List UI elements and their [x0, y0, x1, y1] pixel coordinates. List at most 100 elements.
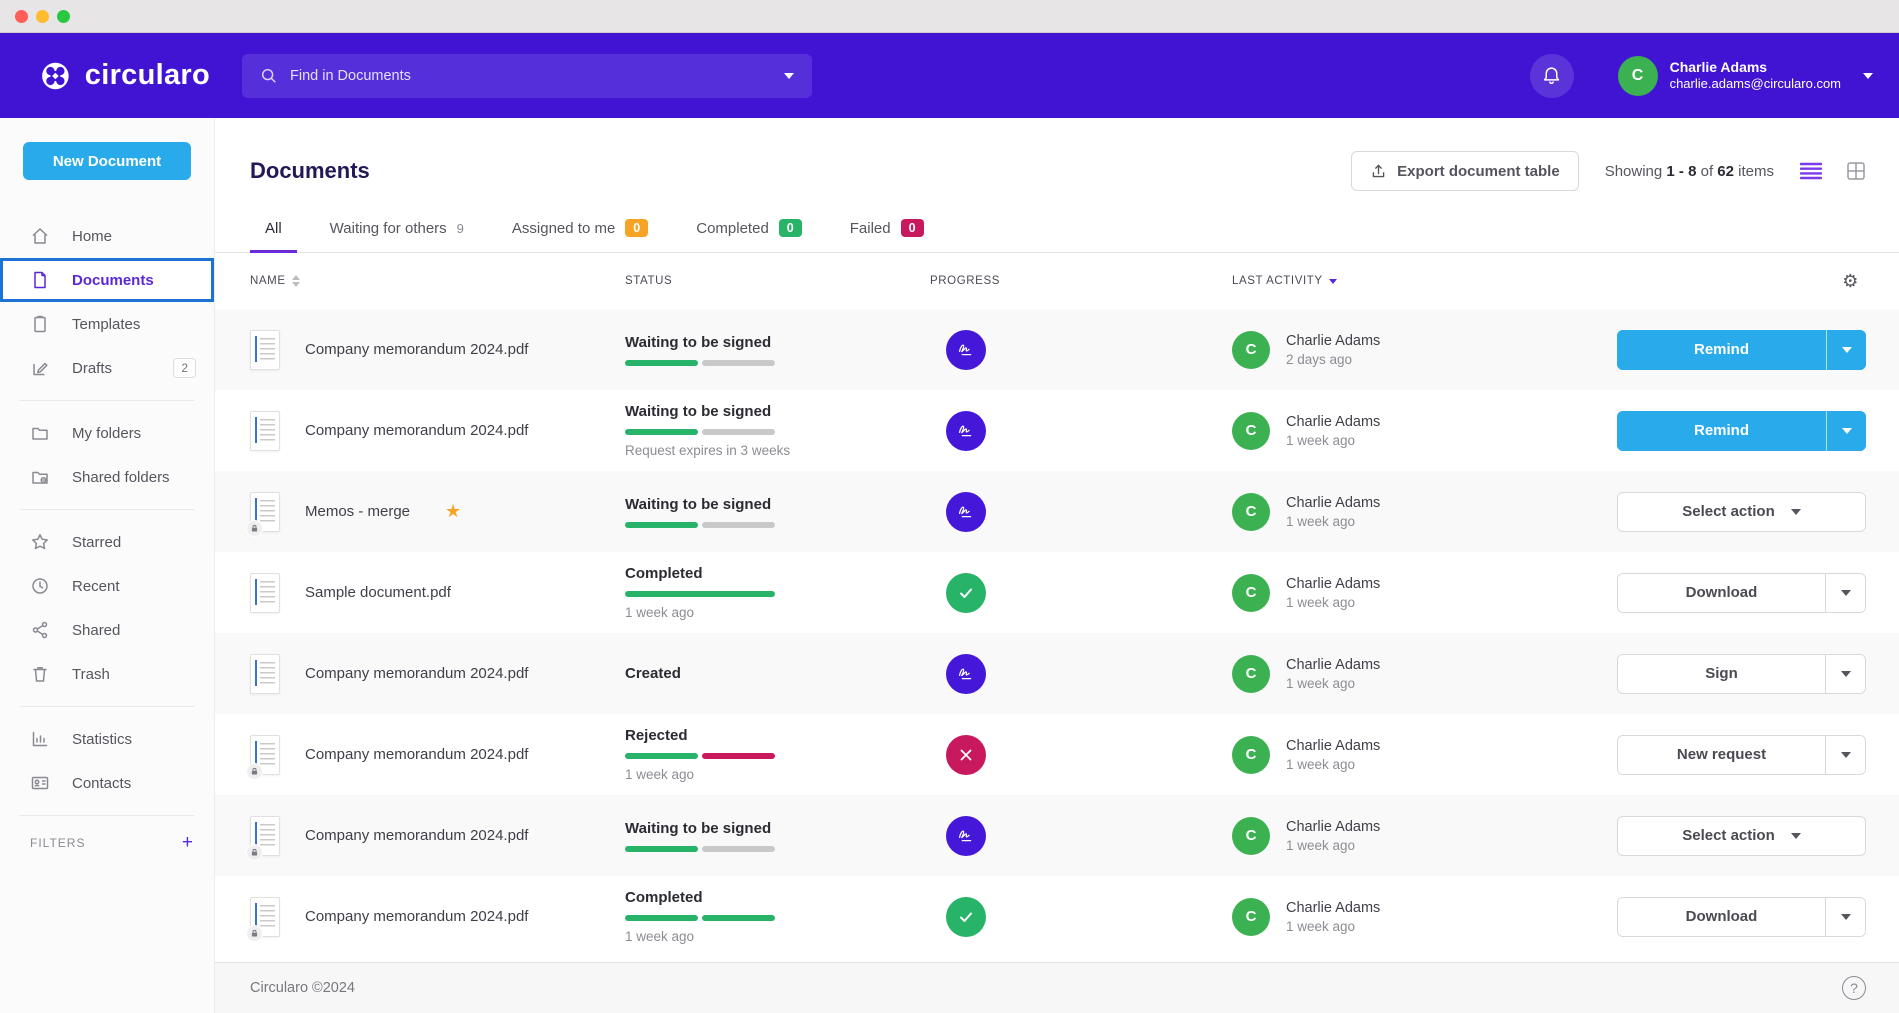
row-action-button[interactable]: Download [1618, 573, 1825, 612]
tab-failed[interactable]: Failed 0 [835, 219, 939, 252]
sidebar-item-shared-folders[interactable]: Shared folders [0, 455, 214, 499]
column-header-progress[interactable]: PROGRESS [930, 275, 1000, 287]
sidebar-item-templates[interactable]: Templates [0, 302, 214, 346]
search-bar [242, 53, 812, 98]
table-row[interactable]: Company memorandum 2024.pdf Completed 1 we… [215, 876, 1899, 957]
window-minimize-button[interactable] [36, 9, 49, 23]
sidebar-item-documents[interactable]: Documents [0, 258, 214, 302]
row-action-dropdown-button[interactable] [1826, 410, 1866, 451]
notifications-button[interactable] [1529, 53, 1574, 98]
document-name[interactable]: Company memorandum 2024.pdf [305, 746, 529, 763]
copyright-text: Circularo ©2024 [250, 980, 355, 996]
document-name[interactable]: Sample document.pdf [305, 584, 451, 601]
document-name[interactable]: Company memorandum 2024.pdf [305, 827, 529, 844]
clock-icon [32, 578, 48, 594]
tab-count-badge: 0 [900, 219, 924, 237]
column-header-name[interactable]: NAME [250, 275, 625, 287]
column-header-last-activity[interactable]: LAST ACTIVITY [1232, 275, 1617, 287]
activity-avatar: C [1232, 654, 1270, 693]
row-action-dropdown-button[interactable] [1825, 735, 1865, 774]
sidebar-divider [20, 815, 194, 816]
user-menu-caret-icon [1863, 72, 1873, 79]
document-name[interactable]: Company memorandum 2024.pdf [305, 908, 529, 925]
caret-down-icon [1790, 508, 1801, 515]
user-menu[interactable]: C Charlie Adams charlie.adams@circularo.… [1617, 55, 1873, 96]
window-zoom-button[interactable] [57, 9, 70, 23]
sidebar-item-shared[interactable]: Shared [0, 608, 214, 652]
row-action-dropdown-button[interactable] [1825, 654, 1865, 693]
home-icon [32, 228, 48, 244]
sidebar-item-recent[interactable]: Recent [0, 564, 214, 608]
app-header: circularo C Charlie Adams charlie.adams@… [0, 33, 1899, 118]
trash-icon [33, 667, 47, 682]
row-action-button[interactable]: Remind [1617, 329, 1826, 370]
brand-logo[interactable]: circularo [38, 55, 210, 97]
column-header-status[interactable]: STATUS [625, 275, 673, 287]
table-row[interactable]: Sample document.pdf Completed 1 week ago C C… [215, 552, 1899, 633]
row-action-button[interactable]: Remind [1617, 410, 1826, 451]
sidebar-item-label: Shared [72, 621, 121, 639]
tab-assigned-to-me[interactable]: Assigned to me 0 [497, 219, 663, 252]
sidebar-item-my-folders[interactable]: My folders [0, 411, 214, 455]
status-text: Waiting to be signed [625, 333, 772, 351]
document-table: Company memorandum 2024.pdf Waiting to be… [215, 309, 1899, 957]
caret-down-icon [1840, 589, 1851, 596]
sidebar-item-trash[interactable]: Trash [0, 652, 214, 696]
row-action-dropdown-button[interactable] [1826, 329, 1866, 370]
activity-time: 1 week ago [1286, 675, 1356, 691]
activity-avatar: C [1232, 330, 1270, 369]
contact-card-icon [31, 776, 49, 790]
sidebar-item-home[interactable]: Home [0, 214, 214, 258]
row-action: Remind [1617, 410, 1866, 451]
row-action: Select action [1617, 815, 1866, 856]
document-name[interactable]: Company memorandum 2024.pdf [305, 665, 529, 682]
sidebar-item-drafts[interactable]: Drafts 2 [0, 346, 214, 390]
row-action: Remind [1617, 329, 1866, 370]
row-action-button[interactable]: Sign [1618, 654, 1825, 693]
search-input[interactable] [290, 67, 784, 84]
sidebar-item-starred[interactable]: Starred [0, 520, 214, 564]
table-row[interactable]: Company memorandum 2024.pdf Rejected 1 wee… [215, 714, 1899, 795]
add-filter-button[interactable]: + [181, 832, 194, 853]
sidebar-item-contacts[interactable]: Contacts [0, 761, 214, 805]
table-row[interactable]: Company memorandum 2024.pdf Waiting to be… [215, 309, 1899, 390]
status-text: Rejected [625, 727, 688, 744]
document-name[interactable]: Memos - merge [305, 503, 411, 520]
row-action-button[interactable]: Download [1618, 897, 1825, 936]
row-action-button[interactable]: Select action [1618, 492, 1865, 531]
table-settings-gear-icon[interactable]: ⚙ [1842, 270, 1859, 292]
tab-count-badge: 0 [778, 219, 802, 237]
help-icon[interactable]: ? [1842, 976, 1866, 1000]
starred-icon[interactable]: ★ [445, 501, 462, 521]
grid-view-button[interactable] [1846, 161, 1866, 181]
activity-user-name: Charlie Adams [1286, 656, 1381, 673]
row-action-button[interactable]: Select action [1618, 816, 1865, 855]
document-name[interactable]: Company memorandum 2024.pdf [305, 341, 529, 358]
export-icon [1372, 164, 1385, 177]
sidebar-item-statistics[interactable]: Statistics [0, 717, 214, 761]
progress-bar [625, 915, 775, 921]
status-text: Waiting to be signed [625, 495, 772, 513]
row-action: Download [1617, 896, 1866, 937]
search-scope-caret-icon[interactable] [784, 72, 794, 79]
export-document-table-button[interactable]: Export document table [1351, 151, 1579, 191]
new-document-button[interactable]: New Document [23, 142, 191, 180]
tab-all[interactable]: All [250, 219, 297, 253]
table-row[interactable]: Company memorandum 2024.pdf Created C Charl… [215, 633, 1899, 714]
tab-waiting-for-others[interactable]: Waiting for others 9 [329, 219, 464, 237]
row-action-button[interactable]: New request [1618, 735, 1825, 774]
document-thumbnail [250, 410, 280, 451]
progress-status-signature-icon [946, 653, 986, 694]
list-view-button[interactable] [1800, 162, 1822, 180]
tab-completed[interactable]: Completed 0 [681, 219, 817, 252]
document-name[interactable]: Company memorandum 2024.pdf [305, 422, 529, 439]
table-row[interactable]: Company memorandum 2024.pdf Waiting to be… [215, 795, 1899, 876]
table-row[interactable]: Memos - merge ★ Waiting to be signed C Charl… [215, 471, 1899, 552]
row-action-dropdown-button[interactable] [1825, 897, 1865, 936]
activity-avatar: C [1232, 735, 1270, 774]
table-row[interactable]: Company memorandum 2024.pdf Waiting to be… [215, 390, 1899, 471]
window-close-button[interactable] [15, 9, 28, 23]
status-subtext: Request expires in 3 weeks [625, 443, 791, 458]
document-thumbnail [250, 572, 280, 613]
row-action-dropdown-button[interactable] [1825, 573, 1865, 612]
